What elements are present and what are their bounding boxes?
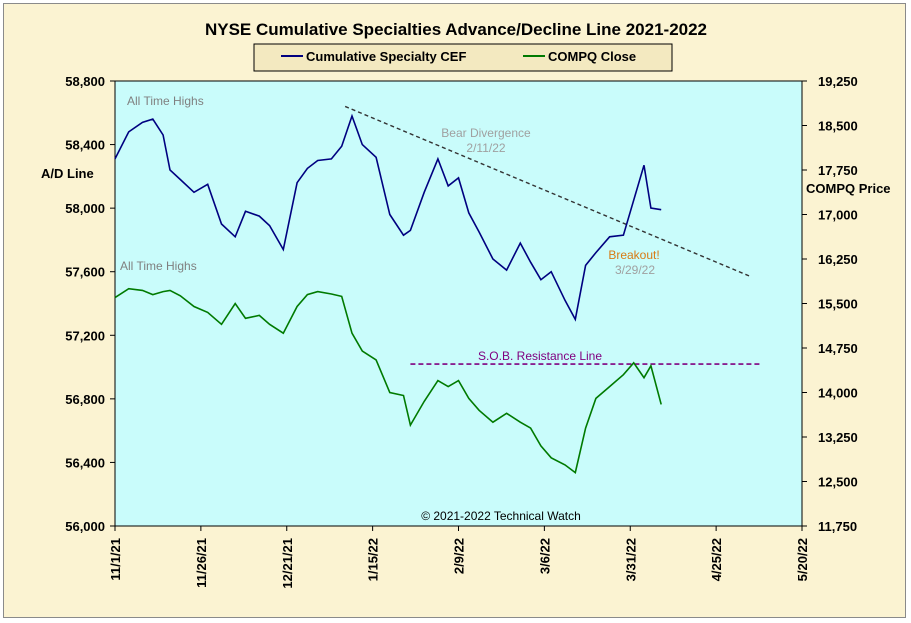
y-right-tick-label: 17,000: [818, 208, 858, 223]
y-left-tick-label: 58,000: [65, 201, 105, 216]
x-tick-label: 11/1/21: [108, 538, 123, 581]
legend-label-compq: COMPQ Close: [548, 49, 636, 64]
annotation-all-time-highs-cef: All Time Highs: [127, 94, 204, 108]
series-line-cef: [114, 113, 662, 322]
annotation-bear-divergence: Bear Divergence: [441, 126, 531, 140]
x-tick-label: 11/26/21: [194, 538, 209, 588]
x-axis: 11/1/21 11/26/21 12/21/21 1/15/22 2/9/22 3/6/…: [108, 526, 810, 589]
x-tick-label: 5/20/22: [795, 538, 810, 581]
y-left-tick-label: 58,800: [65, 74, 105, 89]
x-tick-label: 3/6/22: [537, 538, 552, 574]
chart-svg: NYSE Cumulative Specialties Advance/Decl…: [41, 20, 891, 589]
x-tick-label: 12/21/21: [280, 538, 295, 589]
legend-label-cef: Cumulative Specialty CEF: [306, 49, 466, 64]
y-right-tick-label: 12,500: [818, 475, 858, 490]
y-right-tick-label: 13,250: [818, 430, 858, 445]
x-tick-label: 1/15/22: [366, 538, 381, 581]
y-right-axis-label: COMPQ Price: [806, 181, 891, 196]
chart-title: NYSE Cumulative Specialties Advance/Decl…: [205, 20, 707, 39]
annotation-breakout: Breakout!: [608, 248, 659, 262]
y-left-axis: 56,000 56,400 56,800 57,200 57,600 58,000 58,4…: [65, 74, 115, 534]
y-left-axis-label: A/D Line: [41, 166, 94, 181]
y-left-tick-label: 56,800: [65, 392, 105, 407]
y-right-tick-label: 17,750: [818, 163, 858, 178]
y-right-tick-label: 19,250: [818, 74, 858, 89]
y-right-tick-label: 15,500: [818, 297, 858, 312]
chart-frame: NYSE Cumulative Specialties Advance/Decl…: [3, 3, 906, 618]
legend-box: [253, 43, 673, 72]
y-right-axis: 11,750 12,500 13,250 14,000 14,750 15,500 16,2…: [802, 74, 858, 534]
copyright-text: © 2021-2022 Technical Watch: [421, 509, 581, 523]
y-right-tick-label: 14,000: [818, 386, 858, 401]
x-tick-label: 2/9/22: [452, 538, 467, 574]
bear-divergence-trendline: [344, 105, 751, 278]
y-left-tick-label: 56,400: [65, 455, 105, 470]
y-right-tick-label: 14,750: [818, 341, 858, 356]
x-tick-label: 3/31/22: [623, 538, 638, 581]
y-left-tick-label: 57,200: [65, 328, 105, 343]
annotation-breakout-date: 3/29/22: [615, 263, 655, 277]
annotation-all-time-highs-compq: All Time Highs: [120, 259, 197, 273]
legend: Cumulative Specialty CEF COMPQ Close: [253, 43, 673, 72]
annotation-bear-divergence-date: 2/11/22: [466, 141, 505, 155]
annotation-sob-resistance: S.O.B. Resistance Line: [478, 349, 602, 363]
y-left-tick-label: 57,600: [65, 265, 105, 280]
y-left-tick-label: 58,400: [65, 138, 105, 153]
y-right-tick-label: 11,750: [818, 519, 857, 534]
y-right-tick-label: 18,500: [818, 119, 858, 134]
x-tick-label: 4/25/22: [709, 538, 724, 581]
series-line-compq: [114, 287, 662, 474]
plot-area: [114, 80, 803, 527]
y-right-tick-label: 16,250: [818, 252, 858, 267]
y-left-tick-label: 56,000: [65, 519, 105, 534]
